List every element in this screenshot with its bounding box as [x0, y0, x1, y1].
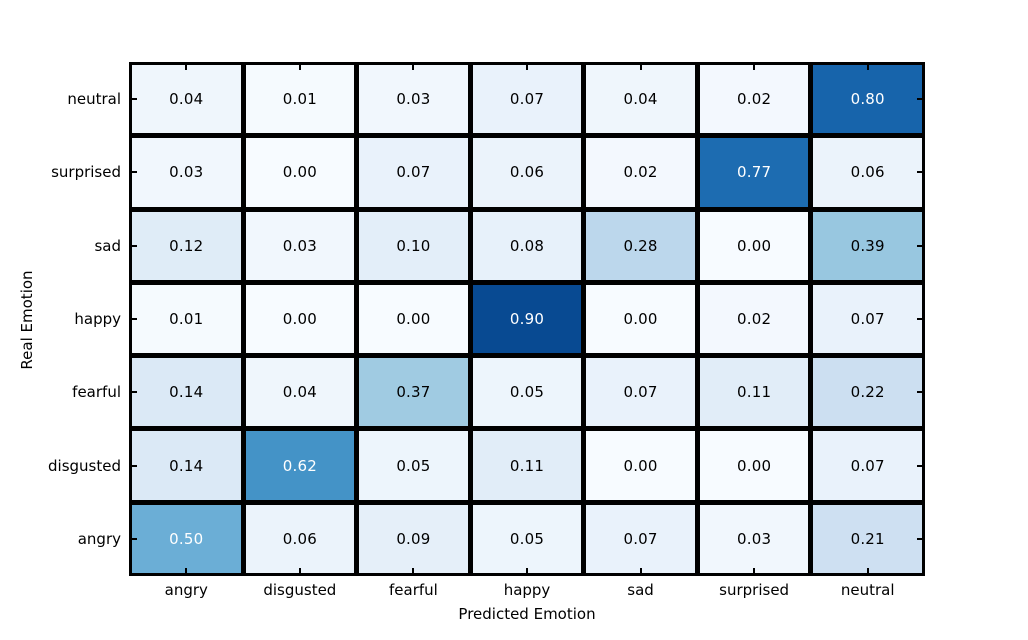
- heatmap-cell-sad-surprised: 0.00: [699, 211, 809, 280]
- heatmap-cell-fearful-angry: 0.14: [132, 358, 241, 427]
- heatmap-cell-surprised-neutral: 0.06: [813, 138, 922, 207]
- axis-tick: [866, 65, 869, 70]
- heatmap-cell-happy-fearful: 0.00: [359, 284, 468, 354]
- heatmap-cell-happy-disgusted: 0.00: [245, 284, 355, 354]
- heatmap-cell-neutral-happy: 0.07: [472, 65, 582, 134]
- heatmap-cell-sad-fearful: 0.10: [359, 211, 468, 280]
- heatmap-cell-disgusted-sad: 0.00: [586, 431, 695, 500]
- x-axis-title: Predicted Emotion: [458, 605, 596, 623]
- heatmap-cell-disgusted-happy: 0.11: [472, 431, 582, 500]
- heatmap-cell-happy-sad: 0.00: [586, 284, 695, 354]
- axis-tick: [132, 318, 137, 320]
- heatmap-cell-surprised-angry: 0.03: [132, 138, 241, 207]
- y-tick-label-surprised: surprised: [51, 163, 121, 182]
- x-tick-label-sad: sad: [627, 581, 654, 599]
- heatmap-cell-happy-angry: 0.01: [132, 284, 241, 354]
- axis-tick: [639, 568, 642, 573]
- x-tick-label-fearful: fearful: [389, 581, 438, 599]
- heatmap-cell-fearful-surprised: 0.11: [699, 358, 809, 427]
- heatmap-cell-angry-angry: 0.50: [132, 504, 241, 573]
- heatmap-cell-sad-angry: 0.12: [132, 211, 241, 280]
- axis-tick: [917, 391, 922, 394]
- axis-tick: [917, 244, 922, 247]
- y-tick-label-happy: happy: [74, 310, 121, 328]
- axis-tick: [917, 464, 922, 467]
- axis-tick: [412, 65, 415, 70]
- heatmap-cell-surprised-disgusted: 0.00: [245, 138, 355, 207]
- axis-tick: [917, 318, 922, 320]
- axis-tick: [132, 244, 137, 247]
- heatmap-cell-happy-neutral: 0.07: [813, 284, 922, 354]
- heatmap-cell-happy-happy: 0.90: [472, 284, 582, 354]
- heatmap-cell-surprised-surprised: 0.77: [699, 138, 809, 207]
- heatmap-cell-sad-happy: 0.08: [472, 211, 582, 280]
- heatmap-cell-angry-neutral: 0.21: [813, 504, 922, 573]
- heatmap-cell-disgusted-neutral: 0.07: [813, 431, 922, 500]
- axis-tick: [639, 65, 642, 70]
- axis-tick: [917, 537, 922, 540]
- x-tick-label-disgusted: disgusted: [263, 581, 337, 599]
- axis-tick: [412, 568, 415, 573]
- heatmap-cell-disgusted-disgusted: 0.62: [245, 431, 355, 500]
- heatmap-cell-neutral-neutral: 0.80: [813, 65, 922, 134]
- axis-tick: [185, 568, 188, 573]
- heatmap-cell-neutral-angry: 0.04: [132, 65, 241, 134]
- heatmap-cell-sad-sad: 0.28: [586, 211, 695, 280]
- axis-tick: [132, 98, 137, 101]
- heatmap-cell-sad-neutral: 0.39: [813, 211, 922, 280]
- axis-tick: [185, 65, 188, 70]
- x-tick-label-angry: angry: [164, 581, 208, 599]
- axis-tick: [866, 568, 869, 573]
- heatmap-cell-angry-surprised: 0.03: [699, 504, 809, 573]
- y-tick-label-neutral: neutral: [67, 90, 121, 109]
- heatmap-plot-area: 0.04 0.01 0.03 0.07 0.04 0.02 0.80 0.03 0.00 0.07…: [129, 62, 925, 576]
- heatmap-cell-disgusted-angry: 0.14: [132, 431, 241, 500]
- y-tick-label-fearful: fearful: [72, 383, 121, 402]
- heatmap-cell-surprised-fearful: 0.07: [359, 138, 468, 207]
- y-tick-label-sad: sad: [94, 236, 121, 255]
- axis-tick: [917, 98, 922, 101]
- heatmap-cell-neutral-sad: 0.04: [586, 65, 695, 134]
- axis-tick: [298, 568, 301, 573]
- axis-tick: [753, 65, 756, 70]
- axis-tick: [132, 537, 137, 540]
- axis-tick: [298, 65, 301, 70]
- heatmap-cell-fearful-sad: 0.07: [586, 358, 695, 427]
- heatmap-cell-fearful-happy: 0.05: [472, 358, 582, 427]
- heatmap-grid: 0.04 0.01 0.03 0.07 0.04 0.02 0.80 0.03 0.00 0.07…: [132, 65, 922, 573]
- heatmap-cell-sad-disgusted: 0.03: [245, 211, 355, 280]
- axis-tick: [526, 568, 528, 573]
- axis-tick: [917, 171, 922, 174]
- x-tick-label-surprised: surprised: [719, 581, 790, 599]
- heatmap-cell-disgusted-fearful: 0.05: [359, 431, 468, 500]
- axis-tick: [753, 568, 756, 573]
- heatmap-cell-angry-disgusted: 0.06: [245, 504, 355, 573]
- heatmap-cell-neutral-fearful: 0.03: [359, 65, 468, 134]
- heatmap-cell-fearful-neutral: 0.22: [813, 358, 922, 427]
- y-tick-label-disgusted: disgusted: [48, 456, 121, 475]
- y-tick-label-angry: angry: [77, 529, 121, 548]
- heatmap-cell-neutral-disgusted: 0.01: [245, 65, 355, 134]
- heatmap-cell-surprised-sad: 0.02: [586, 138, 695, 207]
- heatmap-cell-surprised-happy: 0.06: [472, 138, 582, 207]
- axis-tick: [132, 171, 137, 174]
- heatmap-cell-neutral-surprised: 0.02: [699, 65, 809, 134]
- axis-tick: [526, 65, 528, 70]
- heatmap-cell-disgusted-surprised: 0.00: [699, 431, 809, 500]
- x-tick-label-happy: happy: [503, 581, 551, 599]
- axis-tick: [132, 464, 137, 467]
- x-tick-label-neutral: neutral: [840, 581, 895, 599]
- heatmap-cell-angry-happy: 0.05: [472, 504, 582, 573]
- heatmap-cell-fearful-disgusted: 0.04: [245, 358, 355, 427]
- heatmap-cell-angry-fearful: 0.09: [359, 504, 468, 573]
- heatmap-cell-angry-sad: 0.07: [586, 504, 695, 573]
- heatmap-cell-happy-surprised: 0.02: [699, 284, 809, 354]
- heatmap-cell-fearful-fearful: 0.37: [359, 358, 468, 427]
- axis-tick: [132, 391, 137, 394]
